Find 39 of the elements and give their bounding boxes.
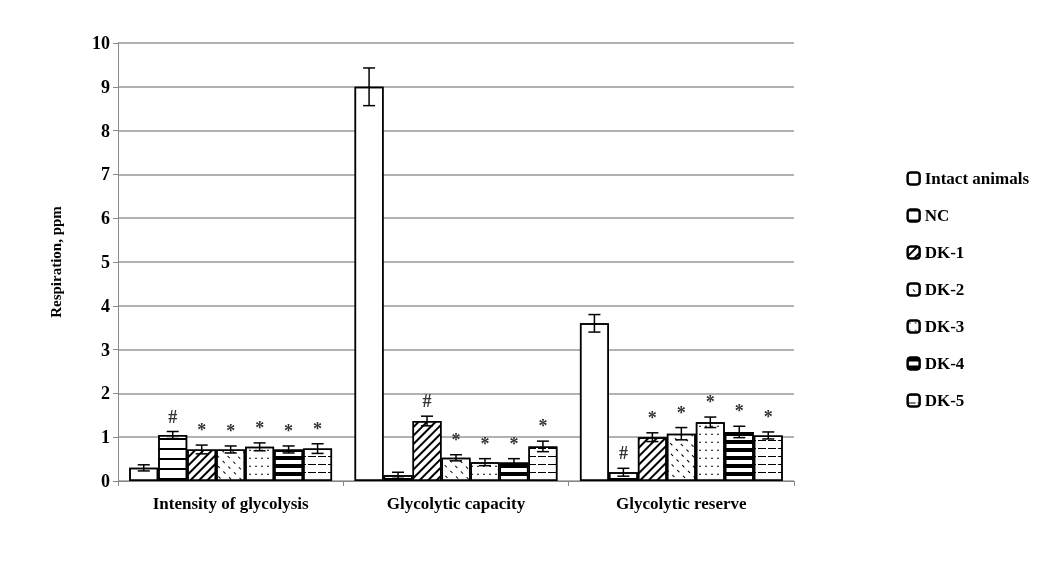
- data-label: *: [451, 429, 461, 450]
- data-label: *: [255, 417, 265, 438]
- data-label: *: [480, 433, 490, 454]
- data-label: *: [509, 433, 519, 454]
- data-label: *: [647, 407, 657, 428]
- legend-label: DK-5: [924, 391, 965, 410]
- data-label: *: [197, 420, 207, 441]
- data-label: #: [168, 406, 178, 427]
- y-tick-label: 10: [92, 33, 110, 53]
- y-tick-label: 4: [101, 295, 110, 316]
- legend-label: DK-2: [924, 280, 965, 299]
- data-label: *: [226, 420, 236, 441]
- y-tick-label: 8: [101, 120, 110, 141]
- y-tick-label: 0: [101, 471, 110, 491]
- legend-label: NC: [924, 206, 950, 225]
- y-tick-label: 6: [101, 208, 110, 229]
- data-label: #: [618, 443, 628, 464]
- y-tick-label: 5: [101, 252, 110, 272]
- legend-label: DK-1: [924, 243, 965, 262]
- y-tick-label: 1: [101, 427, 110, 448]
- y-tick-label: 2: [101, 383, 110, 404]
- legend-label: DK-3: [924, 317, 965, 336]
- data-label: *: [734, 401, 744, 422]
- y-tick-label: 7: [101, 164, 110, 185]
- x-tick-label: Glycolytic reserve: [616, 494, 747, 513]
- x-tick-label: Intensity of glycolysis: [152, 494, 309, 513]
- data-label: *: [705, 392, 715, 413]
- data-label: *: [284, 420, 294, 441]
- x-tick-label: Glycolytic capacity: [386, 494, 526, 513]
- data-label: *: [313, 418, 323, 439]
- data-label: *: [538, 416, 548, 437]
- y-axis-title: Respiration, ppm: [47, 205, 64, 318]
- legend-label: Intact animals: [924, 169, 1030, 188]
- y-tick-label: 9: [101, 76, 110, 97]
- data-label: *: [676, 402, 686, 423]
- y-tick-label: 3: [101, 339, 110, 360]
- legend-label: DK-4: [924, 354, 965, 373]
- data-label: #: [422, 391, 432, 412]
- data-label: *: [763, 406, 773, 427]
